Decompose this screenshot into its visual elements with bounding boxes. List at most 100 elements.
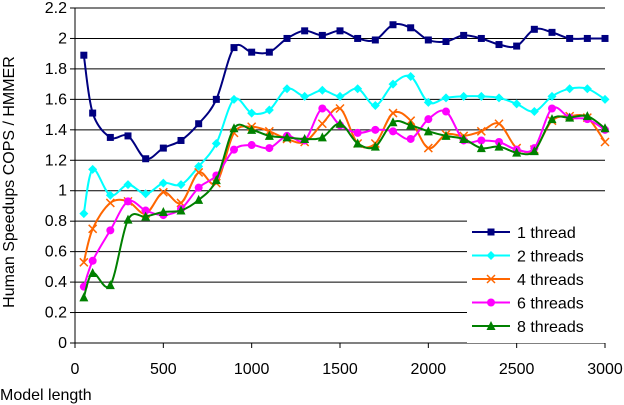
legend-item: 1 thread [472, 225, 576, 242]
data-point [89, 109, 97, 117]
data-point [371, 36, 379, 44]
data-point [529, 146, 539, 156]
data-point [264, 130, 274, 140]
data-point [230, 44, 238, 52]
data-point [317, 119, 327, 129]
data-point [105, 198, 115, 208]
data-point [159, 144, 167, 152]
data-point [123, 180, 133, 190]
data-point [353, 128, 362, 137]
data-point [424, 115, 433, 124]
data-point [158, 207, 168, 217]
data-point [371, 125, 380, 134]
data-point [229, 123, 239, 133]
y-tick-label: 0.8 [45, 213, 67, 230]
data-point [477, 136, 486, 145]
data-point [141, 206, 150, 215]
legend-marker [486, 251, 496, 260]
data-point [318, 104, 327, 113]
data-point [176, 180, 186, 190]
data-point [495, 41, 503, 49]
data-point [265, 144, 274, 153]
legend-marker [487, 298, 495, 307]
data-point [194, 161, 204, 171]
data-point [600, 137, 610, 147]
data-point [494, 119, 504, 129]
data-point [441, 93, 451, 103]
data-point [388, 117, 398, 127]
data-point [282, 84, 292, 94]
data-point [300, 133, 310, 143]
data-point [354, 34, 362, 42]
y-tick-label: 1 [58, 183, 67, 200]
legend-label: 1 thread [517, 225, 576, 242]
data-point [476, 126, 486, 136]
data-point [601, 34, 609, 42]
x-tick-label: 500 [150, 361, 177, 378]
data-point [423, 143, 433, 153]
data-point [79, 257, 89, 267]
x-tick-label: 1500 [322, 361, 358, 378]
data-point [370, 100, 380, 110]
x-axis-label: Model length [0, 387, 92, 404]
legend-box [467, 220, 605, 343]
legend-item: 4 threads [472, 272, 584, 289]
data-point [547, 91, 557, 101]
data-point [548, 104, 556, 113]
legend-label: 4 threads [517, 272, 584, 289]
data-point [80, 51, 88, 59]
legend-item: 8 threads [472, 319, 584, 336]
y-tick-label: 1.4 [45, 122, 67, 139]
data-point [318, 31, 326, 39]
x-tick-label: 1000 [234, 361, 270, 378]
x-tick-label: 3000 [587, 361, 623, 378]
data-point [142, 155, 150, 163]
data-point [248, 48, 256, 56]
data-point [158, 178, 168, 188]
series-2 [79, 72, 610, 219]
data-point [194, 194, 204, 204]
data-point [335, 91, 345, 101]
data-point [548, 28, 556, 36]
x-tick-label: 0 [71, 361, 80, 378]
data-point [512, 99, 522, 109]
data-point [194, 167, 204, 177]
data-point [389, 127, 397, 136]
legend-marker [486, 321, 496, 330]
data-point [176, 205, 186, 215]
data-point [264, 105, 274, 115]
data-point [194, 183, 203, 192]
data-point [600, 123, 610, 133]
series-group [79, 21, 610, 302]
data-point [600, 94, 610, 104]
data-point [335, 118, 345, 128]
data-point [141, 189, 151, 199]
data-point [88, 256, 97, 265]
data-point [460, 31, 468, 39]
data-point [529, 107, 539, 117]
data-point [317, 132, 327, 142]
data-point [211, 175, 221, 185]
data-point [195, 120, 203, 128]
y-tick-label: 0.6 [45, 244, 67, 261]
data-point [459, 133, 469, 143]
data-point [582, 84, 592, 94]
data-point [494, 93, 504, 103]
data-point [406, 72, 416, 82]
y-tick-label: 0.2 [45, 305, 67, 322]
x-tick-labels: 0 500 1000 1500 2000 2500 3000 [71, 361, 623, 378]
y-tick-labels: 0 0.2 0.4 0.6 0.8 1 1.2 1.4 1.6 1.8 2 2.2 [45, 0, 67, 352]
data-point [459, 91, 469, 101]
data-point [283, 34, 291, 42]
legend-item: 6 threads [472, 296, 584, 313]
data-point [123, 214, 133, 224]
data-point [335, 103, 345, 114]
series-line [82, 23, 605, 161]
y-tick-label: 1.6 [45, 91, 67, 108]
data-point [441, 130, 451, 140]
data-point [406, 120, 416, 130]
data-point [565, 84, 575, 94]
axes [70, 7, 606, 348]
data-point [476, 143, 486, 153]
legend-label: 2 threads [517, 249, 584, 266]
